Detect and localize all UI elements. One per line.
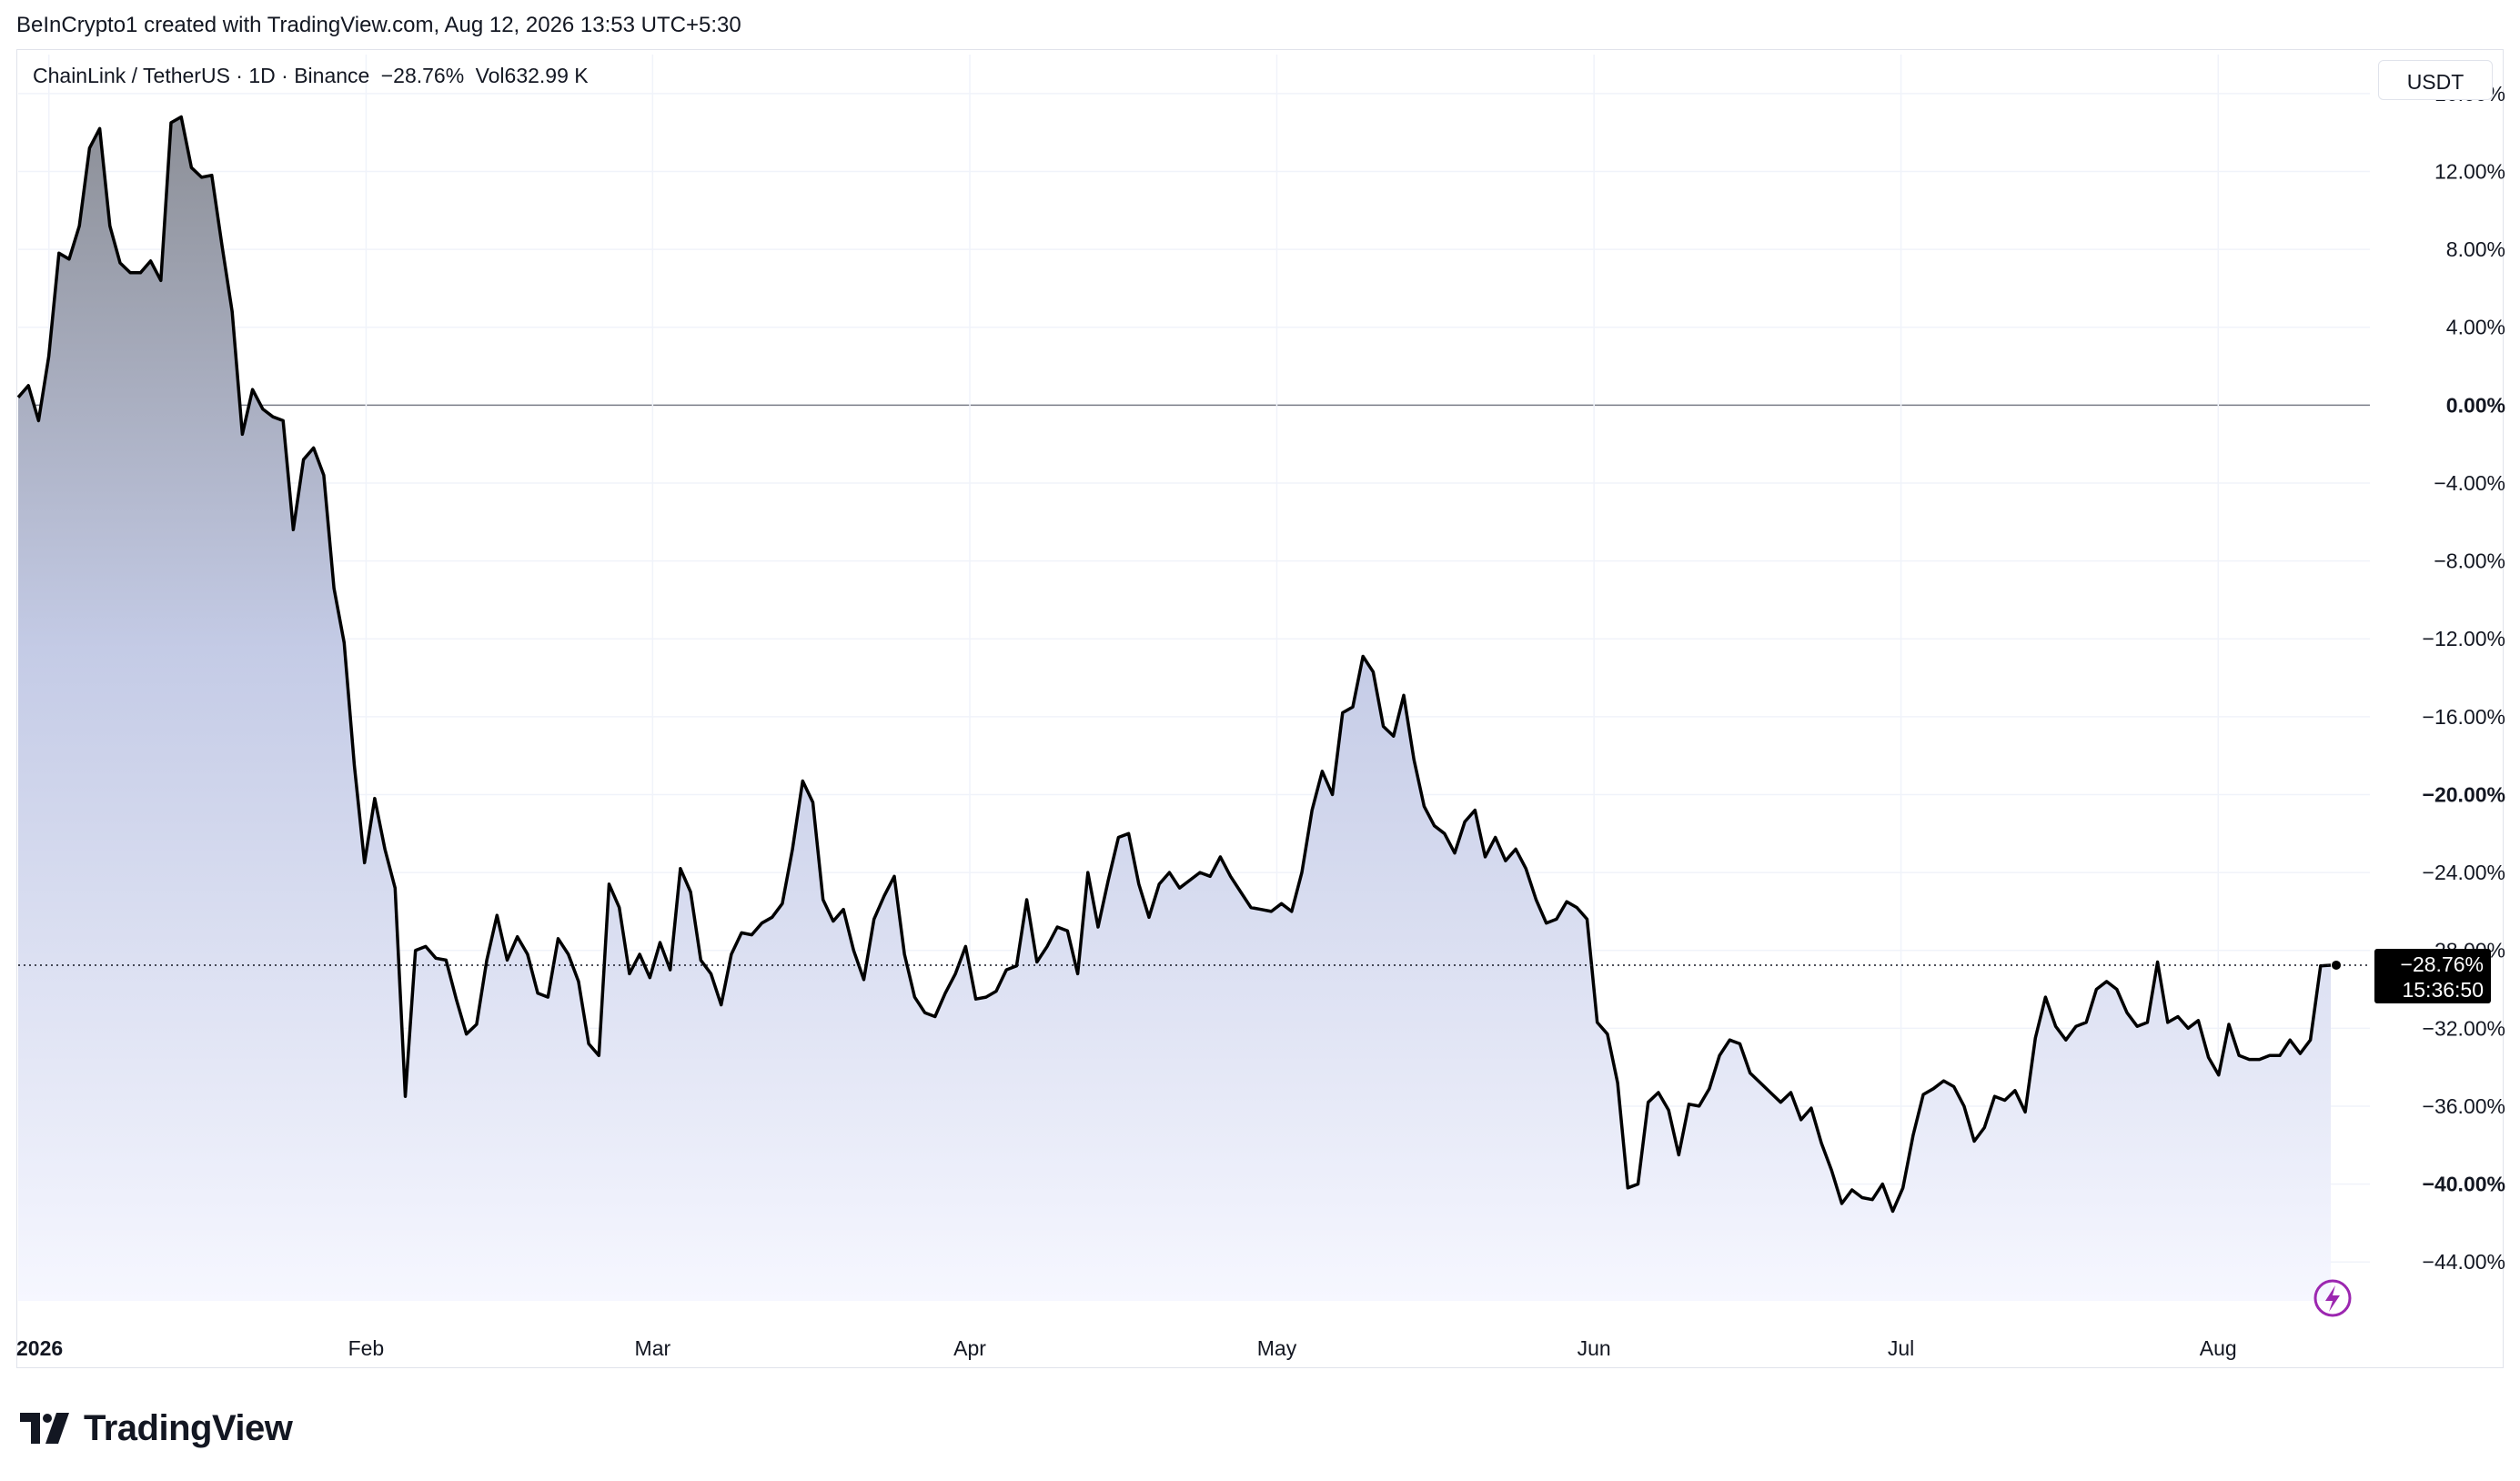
- x-axis: 2026 Feb Mar Apr May Jun Jul Aug: [16, 1336, 2237, 1360]
- x-tick-label: 2026: [16, 1336, 63, 1360]
- last-price-value: −28.76%: [2401, 952, 2484, 976]
- x-tick-label: Feb: [348, 1336, 385, 1360]
- series-area-fill: [18, 116, 2331, 1301]
- y-tick-label: −4.00%: [2434, 471, 2505, 495]
- y-tick-label: −44.00%: [2423, 1250, 2505, 1274]
- y-axis: 16.00%12.00%8.00%4.00%0.00%−4.00%−8.00%−…: [2423, 82, 2505, 1274]
- volume-value: 632.99 K: [504, 64, 589, 87]
- flash-icon[interactable]: [2313, 1279, 2352, 1317]
- y-tick-label: −36.00%: [2423, 1094, 2505, 1118]
- y-tick-label: −40.00%: [2423, 1173, 2505, 1196]
- volume-label: Vol: [475, 64, 505, 87]
- y-tick-label: 4.00%: [2446, 316, 2505, 339]
- currency-button[interactable]: USDT: [2378, 60, 2493, 100]
- y-tick-label: −8.00%: [2434, 549, 2505, 573]
- tradingview-logo[interactable]: TradingView: [20, 1405, 293, 1451]
- y-tick-label: 0.00%: [2446, 393, 2505, 417]
- x-tick-label: Apr: [953, 1336, 986, 1360]
- y-tick-label: −20.00%: [2423, 782, 2505, 806]
- last-price-label: −28.76% 15:36:50: [2374, 948, 2491, 1003]
- x-tick-label: May: [1257, 1336, 1297, 1360]
- chart-attribution: BeInCrypto1 created with TradingView.com…: [16, 13, 741, 37]
- last-price-dot: [2332, 960, 2341, 970]
- chart-frame: [16, 49, 2504, 1368]
- x-tick-label: Aug: [2200, 1336, 2237, 1360]
- bar-countdown: 15:36:50: [2402, 978, 2484, 1002]
- change-percent: −28.76%: [380, 64, 465, 87]
- x-tick-label: Jul: [1888, 1336, 1914, 1360]
- chart-legend: ChainLink / TetherUS · 1D · Binance −28.…: [33, 64, 594, 88]
- y-tick-label: −12.00%: [2423, 627, 2505, 650]
- tradingview-logo-icon: [20, 1413, 69, 1444]
- y-tick-label: −32.00%: [2423, 1016, 2505, 1040]
- symbol-description[interactable]: ChainLink / TetherUS · 1D · Binance: [33, 64, 370, 87]
- y-tick-label: −16.00%: [2423, 705, 2505, 729]
- y-tick-label: 8.00%: [2446, 237, 2505, 261]
- tradingview-wordmark: TradingView: [84, 1407, 293, 1448]
- x-tick-label: Jun: [1578, 1336, 1611, 1360]
- y-tick-label: 12.00%: [2434, 159, 2505, 183]
- x-tick-label: Mar: [635, 1336, 671, 1360]
- series-line: [16, 115, 2332, 1214]
- y-tick-label: −24.00%: [2423, 861, 2505, 884]
